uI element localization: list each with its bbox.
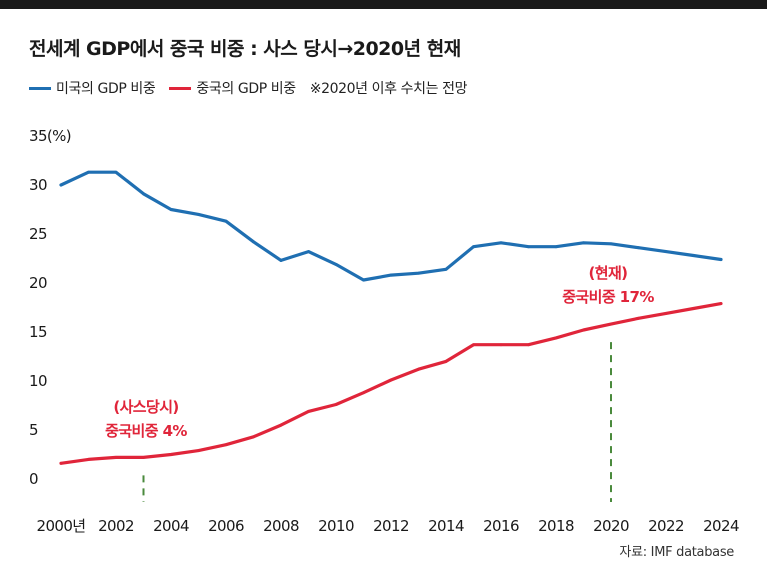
china-data-point: [692, 307, 695, 310]
legend-item-us: 미국의 GDP 비중: [29, 78, 156, 98]
us-data-point: [472, 245, 475, 249]
x-tick-label: 2006: [208, 517, 244, 535]
x-tick-label: 2022: [648, 517, 684, 535]
us-data-point: [582, 241, 585, 245]
x-tick-label: 2010: [318, 517, 354, 535]
china-data-point: [719, 302, 723, 305]
china-data-point: [142, 456, 145, 459]
us-data-point: [637, 246, 640, 250]
x-tick-label: 2024: [703, 517, 739, 535]
y-tick-label: 20: [29, 274, 47, 292]
us-data-point: [527, 245, 530, 249]
china-data-point: [224, 443, 228, 447]
china-data-point: [252, 435, 255, 439]
china-data-point: [87, 457, 90, 461]
china-data-point: [169, 453, 173, 456]
y-tick-label: 25: [29, 225, 47, 243]
us-data-point: [224, 219, 228, 223]
x-tick-label: 2012: [373, 517, 409, 535]
x-tick-label: 2020: [593, 517, 629, 535]
x-tick-label: 2002: [98, 517, 134, 535]
us-data-point: [59, 183, 63, 187]
us-data-point: [719, 258, 723, 261]
china-data-point: [59, 461, 63, 465]
us-data-point: [554, 245, 558, 249]
y-tick-label: 10: [29, 372, 47, 390]
china-data-point: [499, 343, 503, 347]
us-data-point: [279, 259, 283, 262]
x-tick-label: 2000년: [37, 517, 86, 535]
legend-label-us: 미국의 GDP 비중: [56, 81, 156, 97]
china-data-point: [527, 343, 530, 347]
legend-note: ※2020년 이후 수치는 전망: [309, 81, 468, 97]
y-tick-label: 0: [29, 470, 38, 488]
us-data-point: [87, 170, 90, 174]
y-tick-label: 5: [29, 421, 38, 439]
legend-item-china: 중국의 GDP 비중: [169, 78, 296, 98]
x-tick-label: 2004: [153, 517, 189, 535]
china-data-point: [637, 316, 640, 320]
china-data-point: [664, 311, 668, 315]
us-data-point: [362, 278, 365, 282]
china-data-point: [362, 391, 365, 395]
us-data-point: [609, 242, 613, 246]
us-data-point: [444, 267, 448, 271]
china-data-point: [114, 456, 118, 459]
y-tick-label: 30: [29, 176, 47, 194]
x-tick-label: 2016: [483, 517, 519, 535]
us-data-point: [692, 254, 695, 257]
china-data-point: [444, 359, 448, 363]
us-data-point: [664, 250, 668, 254]
legend-swatch-china: [169, 86, 192, 90]
us-data-point: [417, 271, 420, 275]
annotation-label-value: 중국비중 17%: [562, 288, 654, 306]
us-data-point: [252, 240, 255, 244]
china-data-point: [609, 322, 613, 326]
china-data-point: [307, 409, 310, 413]
legend-label-china: 중국의 GDP 비중: [196, 81, 296, 97]
us-data-point: [197, 212, 200, 216]
us-data-point: [114, 170, 118, 174]
chart-title: 전세계 GDP에서 중국 비중 : 사스 당시→2020년 현재: [29, 38, 461, 60]
y-tick-label: 15: [29, 323, 47, 341]
x-tick-label: 2014: [428, 517, 464, 535]
x-tick-label: 2018: [538, 517, 574, 535]
legend-swatch-us: [29, 86, 51, 90]
china-data-point: [582, 328, 585, 332]
us-data-point: [334, 262, 338, 266]
china-data-point: [554, 336, 558, 340]
annotation-label-top: (현재): [589, 264, 628, 282]
y-tick-label: 35(%): [29, 127, 71, 145]
annotation-label-value: 중국비중 4%: [105, 422, 187, 440]
china-data-point: [472, 343, 475, 347]
us-data-point: [142, 192, 145, 196]
china-data-point: [279, 423, 283, 427]
chart-legend: 미국의 GDP 비중 중국의 GDP 비중 ※2020년 이후 수치는 전망: [29, 78, 468, 98]
china-data-point: [389, 378, 393, 382]
china-data-point: [417, 367, 420, 371]
us-data-point: [169, 208, 173, 211]
source-note: 자료: IMF database: [619, 545, 734, 560]
china-data-point: [197, 449, 200, 452]
annotation-label-top: (사스당시): [113, 398, 178, 416]
us-data-point: [389, 273, 393, 277]
top-rule: [0, 0, 767, 9]
x-tick-label: 2008: [263, 517, 299, 535]
china-data-point: [334, 403, 338, 406]
us-data-point: [307, 250, 310, 254]
us-data-point: [499, 241, 503, 245]
